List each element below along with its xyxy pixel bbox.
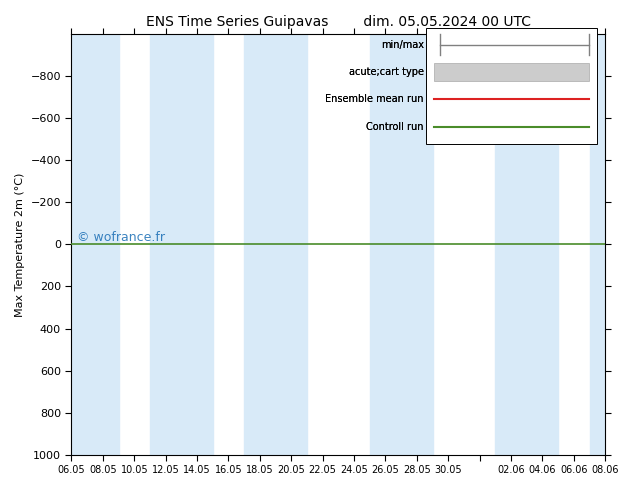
Bar xyxy=(590,34,634,455)
Bar xyxy=(370,34,432,455)
Bar xyxy=(434,64,589,80)
Bar xyxy=(56,34,119,455)
Bar xyxy=(495,34,558,455)
FancyBboxPatch shape xyxy=(427,28,597,144)
Text: Ensemble mean run: Ensemble mean run xyxy=(325,95,424,104)
Text: © wofrance.fr: © wofrance.fr xyxy=(77,231,165,245)
Bar xyxy=(150,34,213,455)
Bar xyxy=(434,63,589,81)
Bar xyxy=(244,34,307,455)
Text: min/max: min/max xyxy=(381,40,424,50)
Y-axis label: Max Temperature 2m (°C): Max Temperature 2m (°C) xyxy=(15,172,25,317)
Text: acute;cart type: acute;cart type xyxy=(349,67,424,77)
Title: ENS Time Series Guipavas        dim. 05.05.2024 00 UTC: ENS Time Series Guipavas dim. 05.05.2024… xyxy=(146,15,531,29)
Text: Controll run: Controll run xyxy=(366,122,424,132)
Text: Controll run: Controll run xyxy=(366,122,424,132)
Text: Ensemble mean run: Ensemble mean run xyxy=(325,95,424,104)
Text: min/max: min/max xyxy=(381,40,424,50)
Text: acute;cart type: acute;cart type xyxy=(349,67,424,77)
